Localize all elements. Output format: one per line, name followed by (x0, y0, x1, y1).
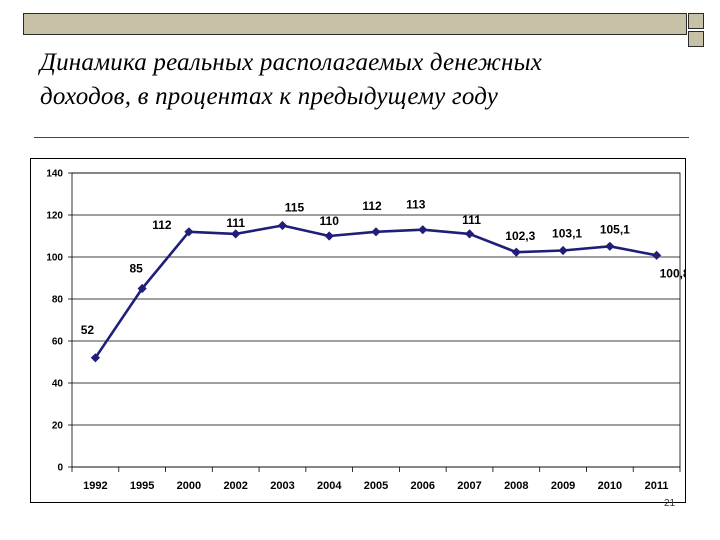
y-tick-label: 40 (52, 379, 64, 390)
slide-number: 21 (664, 498, 676, 509)
data-point (605, 241, 615, 251)
corner-decoration (688, 31, 704, 47)
data-label: 115 (285, 201, 305, 215)
x-tick-label: 2008 (504, 480, 528, 492)
y-tick-label: 100 (46, 253, 63, 264)
title-divider (34, 137, 689, 138)
x-tick-label: 1995 (130, 480, 154, 492)
chart-frame (30, 158, 686, 503)
data-label: 111 (226, 216, 245, 230)
data-point (558, 245, 568, 256)
slide-title-line: Динамика реальных располагаемых денежных (40, 49, 543, 76)
x-tick-label: 2005 (364, 480, 388, 492)
data-label: 102,3 (505, 229, 535, 243)
x-tick-label: 2003 (270, 480, 294, 492)
x-tick-label: 2000 (177, 480, 201, 492)
corner-decoration (688, 13, 704, 29)
data-point (418, 225, 428, 235)
data-point (464, 229, 475, 239)
slide-title-line: доходов, в процентах к предыдущему году (40, 83, 499, 110)
plot-area (71, 172, 681, 468)
x-tick-label: 2004 (317, 480, 342, 492)
data-label: 112 (362, 199, 382, 213)
data-point (184, 227, 194, 237)
data-label: 105,1 (600, 222, 630, 236)
slide-title: Динамика реальных располагаемых денежных… (40, 46, 680, 114)
income-line-chart: 0 20 40 60 80 100 120 140 1992 1995 2000 2002 2003 20… (30, 158, 686, 503)
data-point (324, 231, 334, 241)
y-tick-label: 20 (52, 421, 64, 432)
y-tick-label: 80 (52, 295, 64, 306)
data-point (137, 283, 147, 294)
y-tick-label: 0 (57, 463, 63, 474)
x-tick-label: 2002 (223, 480, 247, 492)
data-point (652, 250, 662, 260)
data-label: 111 (462, 213, 481, 227)
data-label: 113 (406, 198, 426, 212)
top-accent-bar (23, 13, 687, 35)
data-label: 52 (81, 323, 95, 337)
y-tick-label: 120 (46, 211, 63, 222)
data-point (277, 220, 288, 231)
x-tick-label: 2009 (551, 480, 575, 492)
x-tick-label: 1992 (83, 480, 107, 492)
data-label: 103,1 (552, 226, 582, 240)
data-label: 110 (320, 214, 340, 228)
x-tick-label: 2007 (457, 480, 481, 492)
data-point (90, 353, 100, 363)
x-tick-label: 2006 (411, 480, 435, 492)
x-tick-label: 2010 (598, 480, 622, 492)
y-tick-label: 60 (52, 337, 64, 348)
data-label: 85 (129, 262, 143, 276)
data-label: 100,8 (660, 266, 686, 280)
data-point (371, 227, 381, 237)
y-tick-label: 140 (46, 169, 63, 180)
x-tick-label: 2011 (645, 480, 669, 492)
data-point (231, 229, 241, 239)
data-label: 112 (152, 218, 172, 232)
